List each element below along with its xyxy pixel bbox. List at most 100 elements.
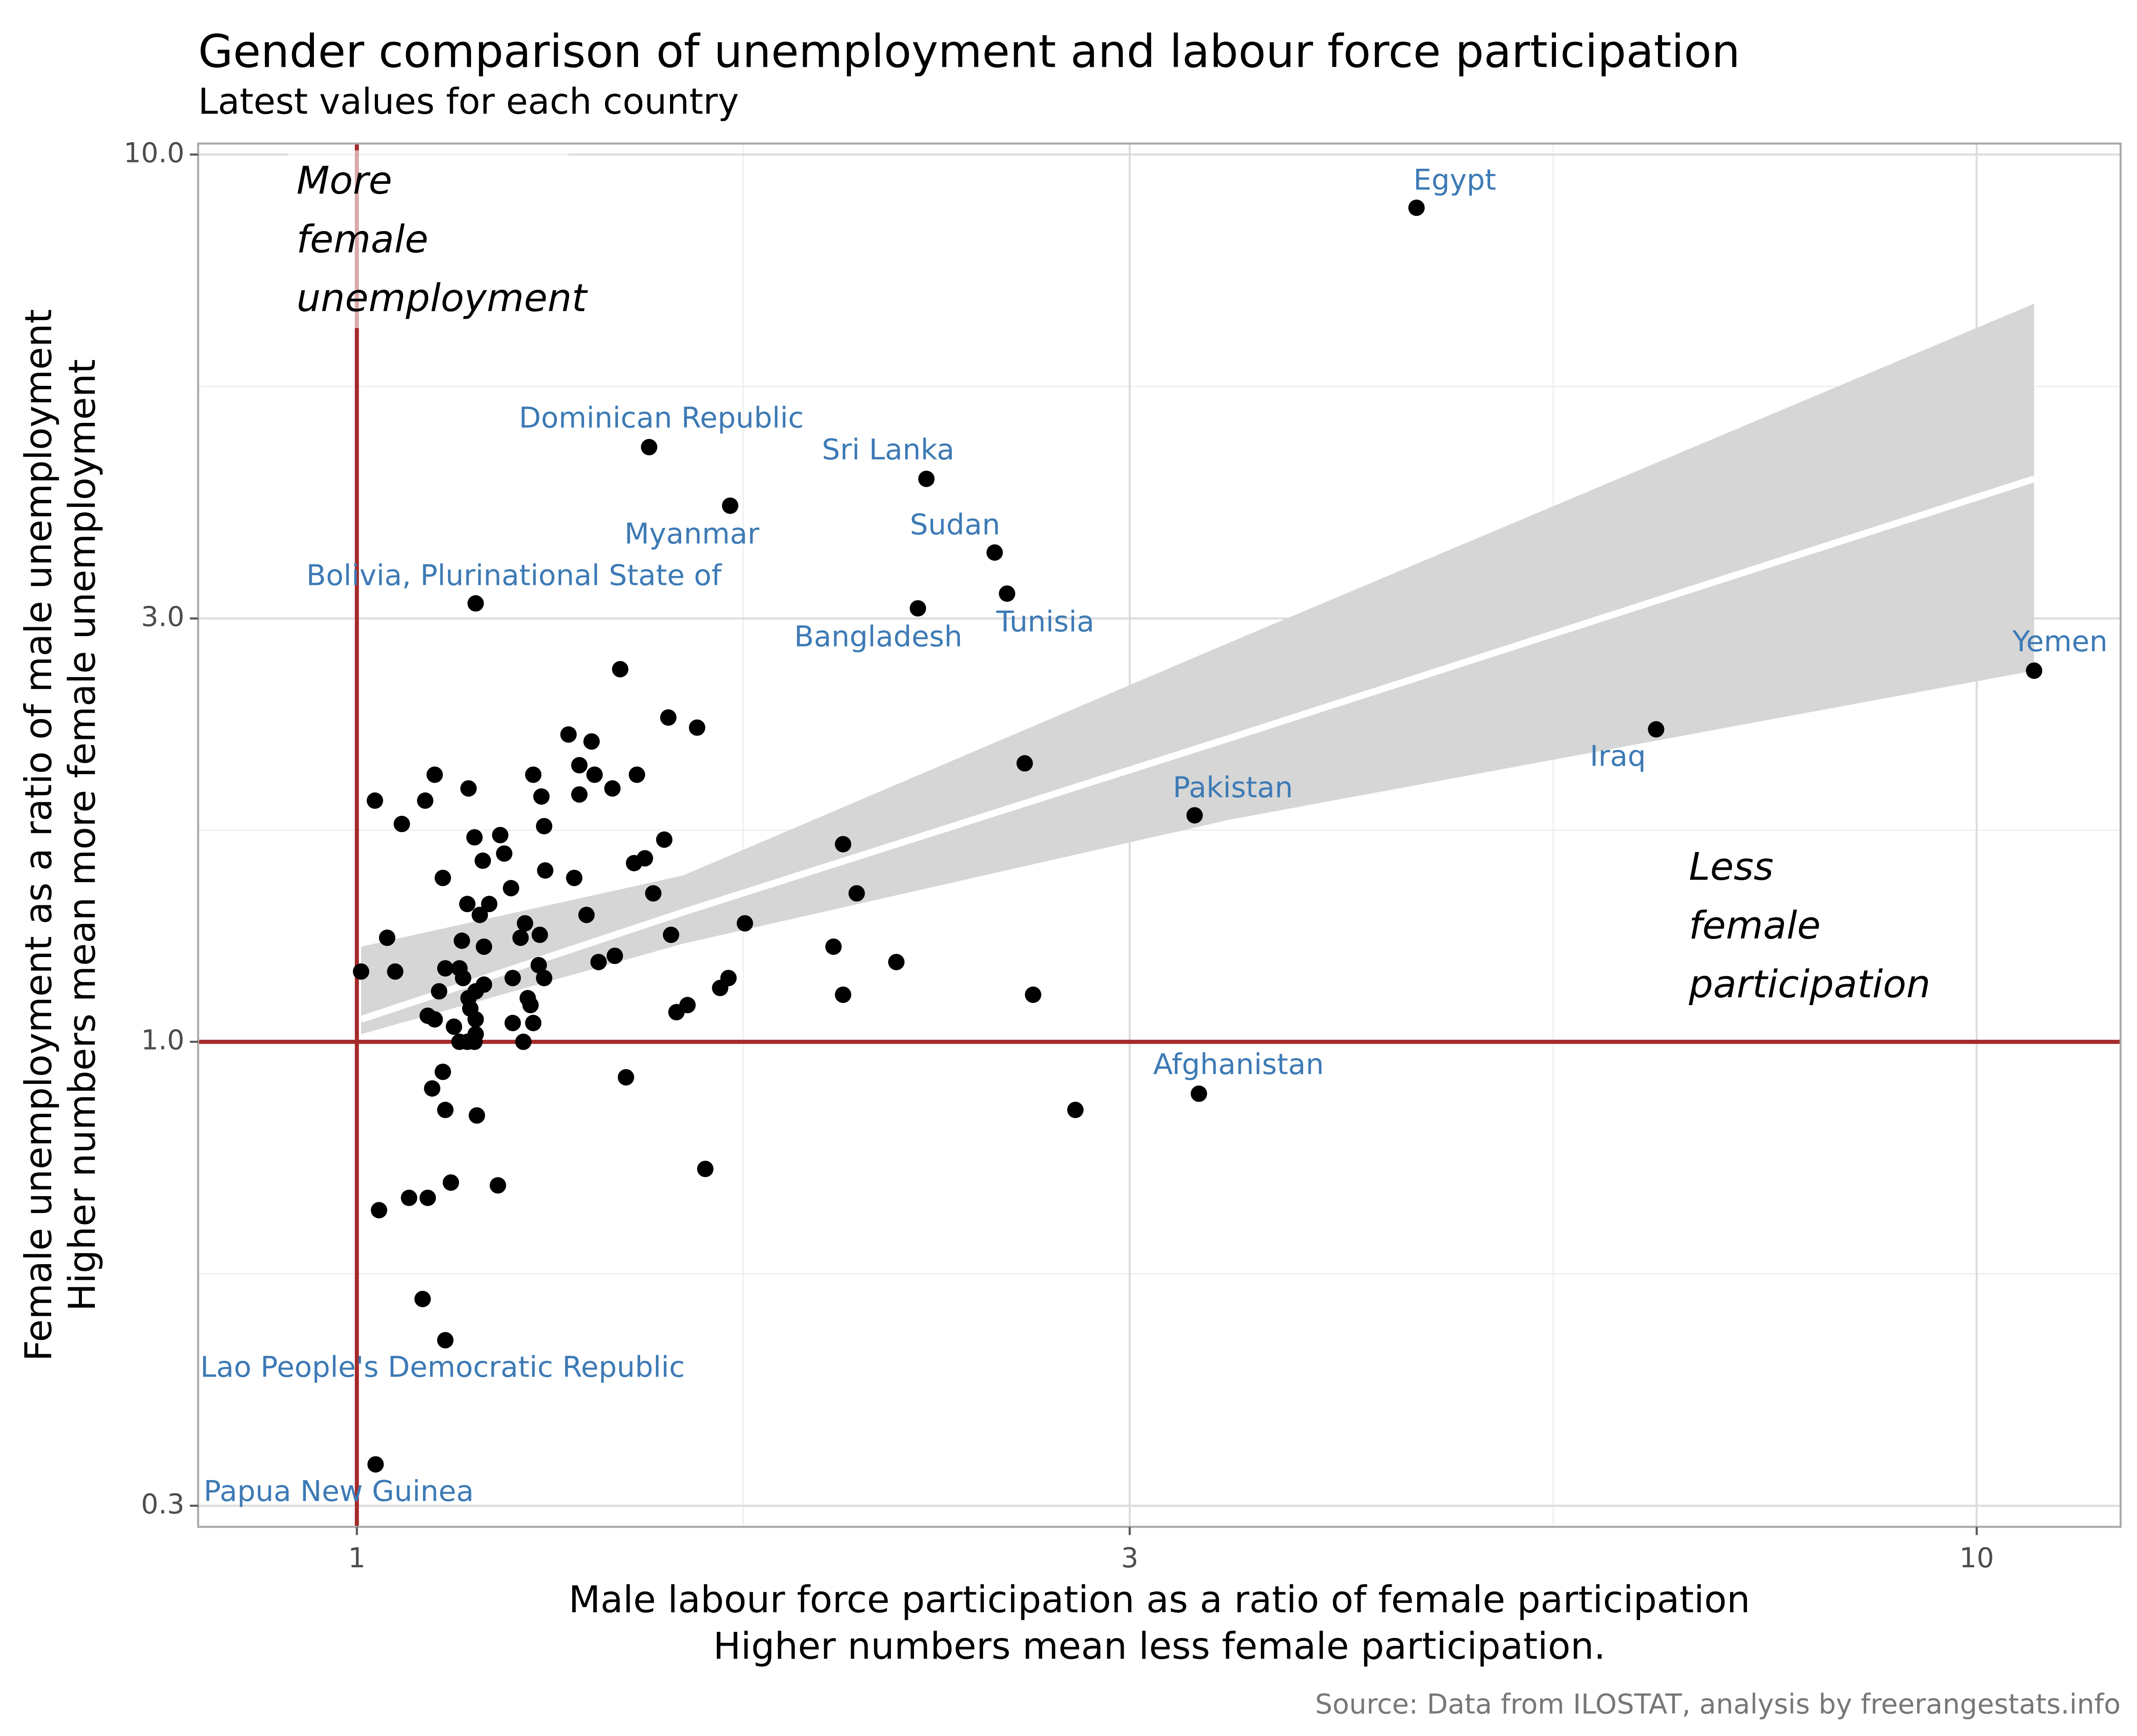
x-tick-label: 3 <box>1121 1542 1138 1574</box>
point <box>668 1004 685 1021</box>
point <box>571 757 588 774</box>
trend-line <box>360 475 2035 1023</box>
point <box>1648 721 1665 738</box>
point <box>503 880 520 896</box>
point <box>1408 199 1425 216</box>
point <box>437 960 454 977</box>
point <box>1067 1102 1084 1118</box>
point <box>522 997 539 1014</box>
point <box>583 733 600 750</box>
point <box>918 471 935 487</box>
point <box>566 869 583 886</box>
point <box>466 829 483 846</box>
panel-border <box>197 142 2122 1528</box>
point <box>590 953 607 970</box>
point <box>645 885 662 902</box>
point <box>419 1189 436 1206</box>
confidence-band <box>361 304 2034 1034</box>
point <box>537 862 554 879</box>
point <box>512 929 529 946</box>
point <box>604 780 621 797</box>
point <box>848 885 865 902</box>
point <box>1025 986 1041 1003</box>
point <box>489 1177 506 1194</box>
annotation-background <box>288 150 569 329</box>
point <box>466 1034 483 1050</box>
point <box>417 792 434 809</box>
point <box>468 1107 485 1124</box>
y-tick-label: 1.0 <box>141 1025 185 1056</box>
point-label: Bangladesh <box>794 620 963 653</box>
point <box>986 544 1003 561</box>
point <box>736 915 753 932</box>
point <box>366 792 383 809</box>
point <box>394 815 410 832</box>
point-label: Papua New Guinea <box>203 1475 474 1508</box>
point <box>437 1102 454 1118</box>
y-tick-label: 0.3 <box>141 1489 185 1520</box>
point <box>825 938 842 955</box>
point <box>443 1174 459 1191</box>
point <box>516 915 533 932</box>
x-tick-label: 1 <box>348 1542 366 1574</box>
point <box>532 926 548 943</box>
point-label: Tunisia <box>996 605 1094 639</box>
point <box>536 818 553 835</box>
point <box>471 906 488 923</box>
point <box>606 947 623 964</box>
point-label: Sudan <box>910 508 1000 541</box>
point <box>689 719 706 736</box>
point <box>697 1160 714 1177</box>
point <box>504 1014 521 1031</box>
point <box>888 953 905 970</box>
y-axis-title: Higher numbers mean more female unemploy… <box>61 359 104 1311</box>
axes: 1 3 10 10.0 3.0 1.0 0.3 Male labour force parti… <box>17 137 1994 1667</box>
annotation: Less <box>1689 844 1773 889</box>
x-axis-title: Higher numbers mean less female particip… <box>713 1624 1605 1667</box>
point-label: Egypt <box>1414 163 1496 197</box>
source: Source: Data from ILOSTAT, analysis by f… <box>1315 1689 2121 1720</box>
point <box>586 767 603 783</box>
point-label: Afghanistan <box>1153 1048 1324 1081</box>
point <box>424 1080 441 1097</box>
point <box>536 969 553 986</box>
point <box>999 585 1016 602</box>
point <box>662 926 679 943</box>
point <box>578 906 595 923</box>
annotation: unemployment <box>297 276 588 320</box>
point <box>910 600 926 617</box>
point <box>618 1069 634 1086</box>
point-label: Dominican Republic <box>519 402 804 435</box>
annotation: More <box>297 158 392 203</box>
point <box>656 831 673 848</box>
point <box>435 1063 451 1080</box>
point-label: Bolivia, Plurinational State of <box>306 559 722 592</box>
point <box>474 852 491 869</box>
point <box>435 869 451 886</box>
point <box>1016 755 1033 772</box>
point <box>722 497 739 514</box>
point <box>496 845 512 862</box>
x-tick-label: 10 <box>1959 1542 1994 1574</box>
point <box>835 986 852 1003</box>
point-label: Lao People's Democratic Republic <box>200 1351 685 1384</box>
point <box>1190 1085 1207 1102</box>
point <box>459 896 476 913</box>
y-tick-label: 3.0 <box>141 601 185 633</box>
point <box>492 827 508 844</box>
point <box>431 983 447 1000</box>
point <box>475 938 492 955</box>
point <box>571 786 588 803</box>
point <box>460 780 477 797</box>
point <box>401 1189 418 1206</box>
point <box>387 963 404 980</box>
y-axis-title: Female unemployment as a ratio of male u… <box>17 309 60 1361</box>
point <box>835 836 852 852</box>
annotation: female <box>1689 904 1820 948</box>
point <box>367 1456 384 1473</box>
point-label: Iraq <box>1590 740 1646 773</box>
point <box>525 1014 542 1031</box>
point <box>437 1332 454 1349</box>
point-label: Myanmar <box>625 517 760 551</box>
